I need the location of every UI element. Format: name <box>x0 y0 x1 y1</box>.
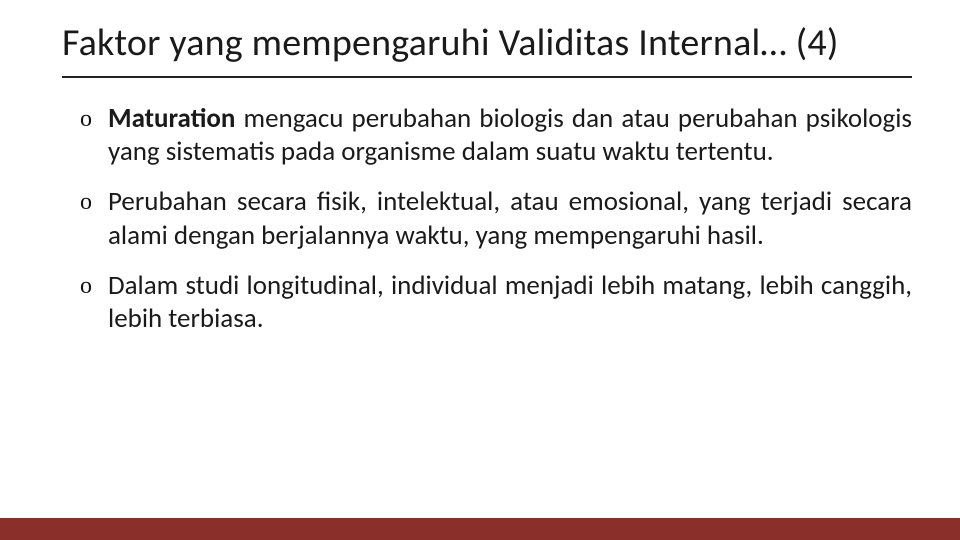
bullet-marker-icon: o <box>80 187 92 217</box>
bullet-marker-icon: o <box>80 271 92 301</box>
bullet-list: o Maturation mengacu perubahan biologis … <box>62 102 912 337</box>
slide-title: Faktor yang mempengaruhi Validitas Inter… <box>62 22 912 76</box>
bullet-text: Perubahan secara fisik, intelektual, ata… <box>108 185 912 252</box>
bullet-marker-icon: o <box>80 104 92 134</box>
list-item: o Maturation mengacu perubahan biologis … <box>80 102 912 170</box>
footer-accent-bar <box>0 518 960 540</box>
title-underline <box>62 76 912 78</box>
bullet-text: Dalam studi longitudinal, individual men… <box>108 269 912 336</box>
bullet-bold-text: Maturation <box>108 102 235 135</box>
list-item: o Perubahan secara fisik, intelektual, a… <box>80 185 912 253</box>
slide: Faktor yang mempengaruhi Validitas Inter… <box>0 0 960 540</box>
list-item: o Dalam studi longitudinal, individual m… <box>80 269 912 337</box>
